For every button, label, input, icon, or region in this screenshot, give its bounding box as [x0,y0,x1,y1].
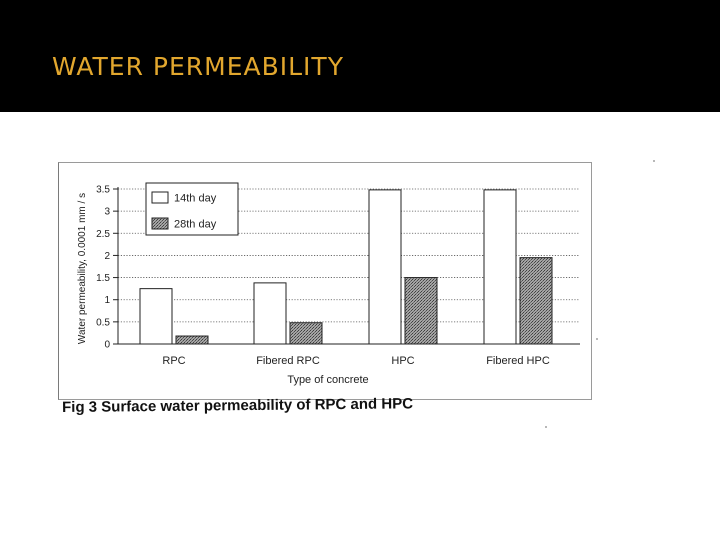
y-tick-label: 0.5 [96,317,110,328]
y-tick-label: 3 [104,207,110,218]
x-category-label: HPC [391,355,414,367]
scanned-figure-frame [58,162,592,400]
y-tick-label: 3.5 [96,185,110,196]
y-axis-title: Water permeability, 0.0001 mm / s [77,193,88,344]
bar-14th-day [253,282,287,345]
x-category-label: Fibered RPC [256,355,320,367]
legend-swatch [151,191,169,204]
bar-28th-day [175,335,209,345]
bar-14th-day [368,189,402,345]
bar-28th-day [519,257,553,345]
scan-speck [653,160,655,162]
bar-14th-day [139,288,173,345]
y-tick-label: 2.5 [96,229,110,240]
y-tick-label: 1 [104,295,110,306]
y-tick-label: 1.5 [96,273,110,284]
bar-14th-day [483,189,517,345]
figure-caption: Fig 3 Surface water permeability of RPC … [62,395,414,416]
x-axis-title: Type of concrete [287,374,368,386]
legend-swatch [151,217,169,230]
bar-28th-day [289,322,323,345]
scan-speck [596,338,598,340]
scan-speck [545,426,547,428]
slide-header: WATER PERMEABILITY [0,0,720,112]
permeability-bar-chart: 0 0.5 1 1.5 2 2.5 3 3.5 Water permeability, 0.00… [77,182,580,386]
legend-label: 14th day [174,193,217,205]
bar-28th-day [404,277,438,345]
slide-title: WATER PERMEABILITY [52,52,344,81]
legend-label: 28th day [174,219,217,231]
y-tick-label: 0 [104,340,110,351]
x-category-label: Fibered HPC [486,355,550,367]
x-category-label: RPC [162,355,185,367]
y-tick-label: 2 [104,251,110,262]
